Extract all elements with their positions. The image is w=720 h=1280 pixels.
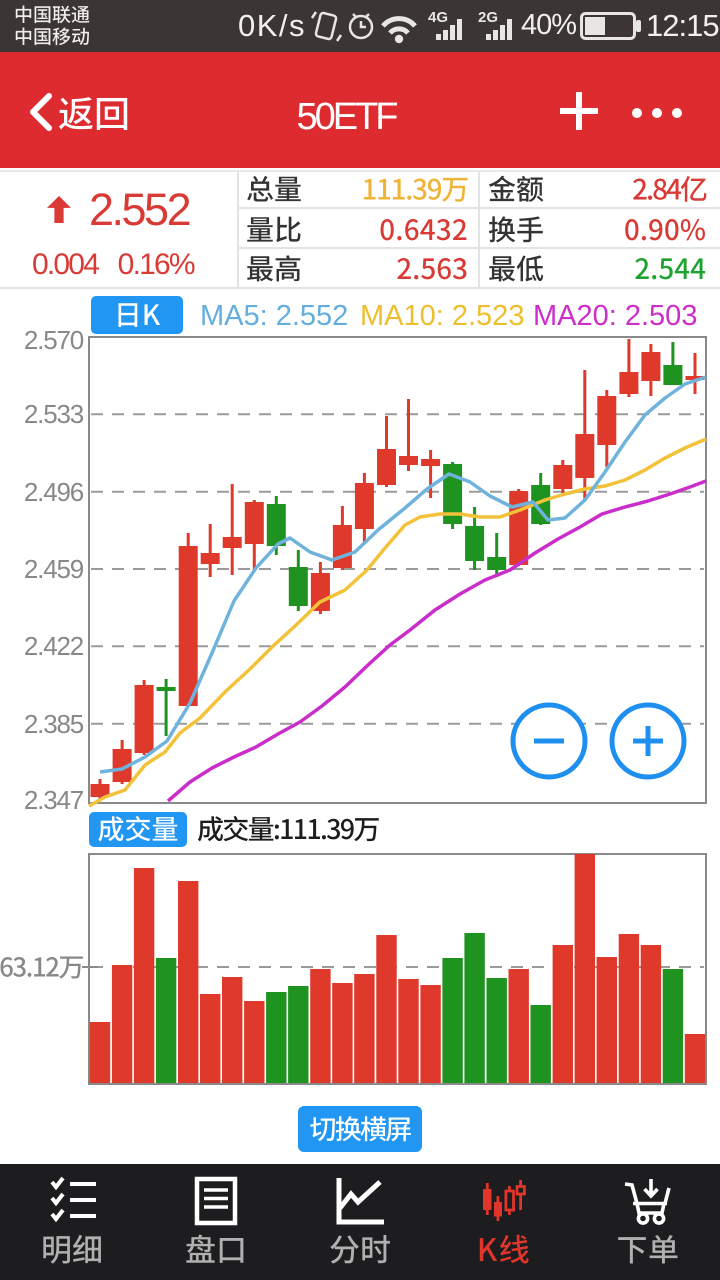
svg-text:2.422: 2.422 [24, 631, 84, 661]
svg-text:2.347: 2.347 [24, 785, 84, 810]
svg-text:2.459: 2.459 [24, 554, 84, 584]
svg-text:2.385: 2.385 [24, 709, 84, 739]
svg-text:MA10: 2.523: MA10: 2.523 [360, 300, 524, 332]
svg-text:2.533: 2.533 [24, 399, 84, 429]
svg-text:MA5: 2.552: MA5: 2.552 [200, 300, 348, 332]
svg-text:2G: 2G [478, 10, 498, 26]
svg-text:MA20: 2.503: MA20: 2.503 [533, 300, 697, 332]
svg-text:2.570: 2.570 [24, 325, 84, 355]
svg-text:4G: 4G [428, 10, 448, 26]
svg-text:2.496: 2.496 [24, 477, 84, 507]
